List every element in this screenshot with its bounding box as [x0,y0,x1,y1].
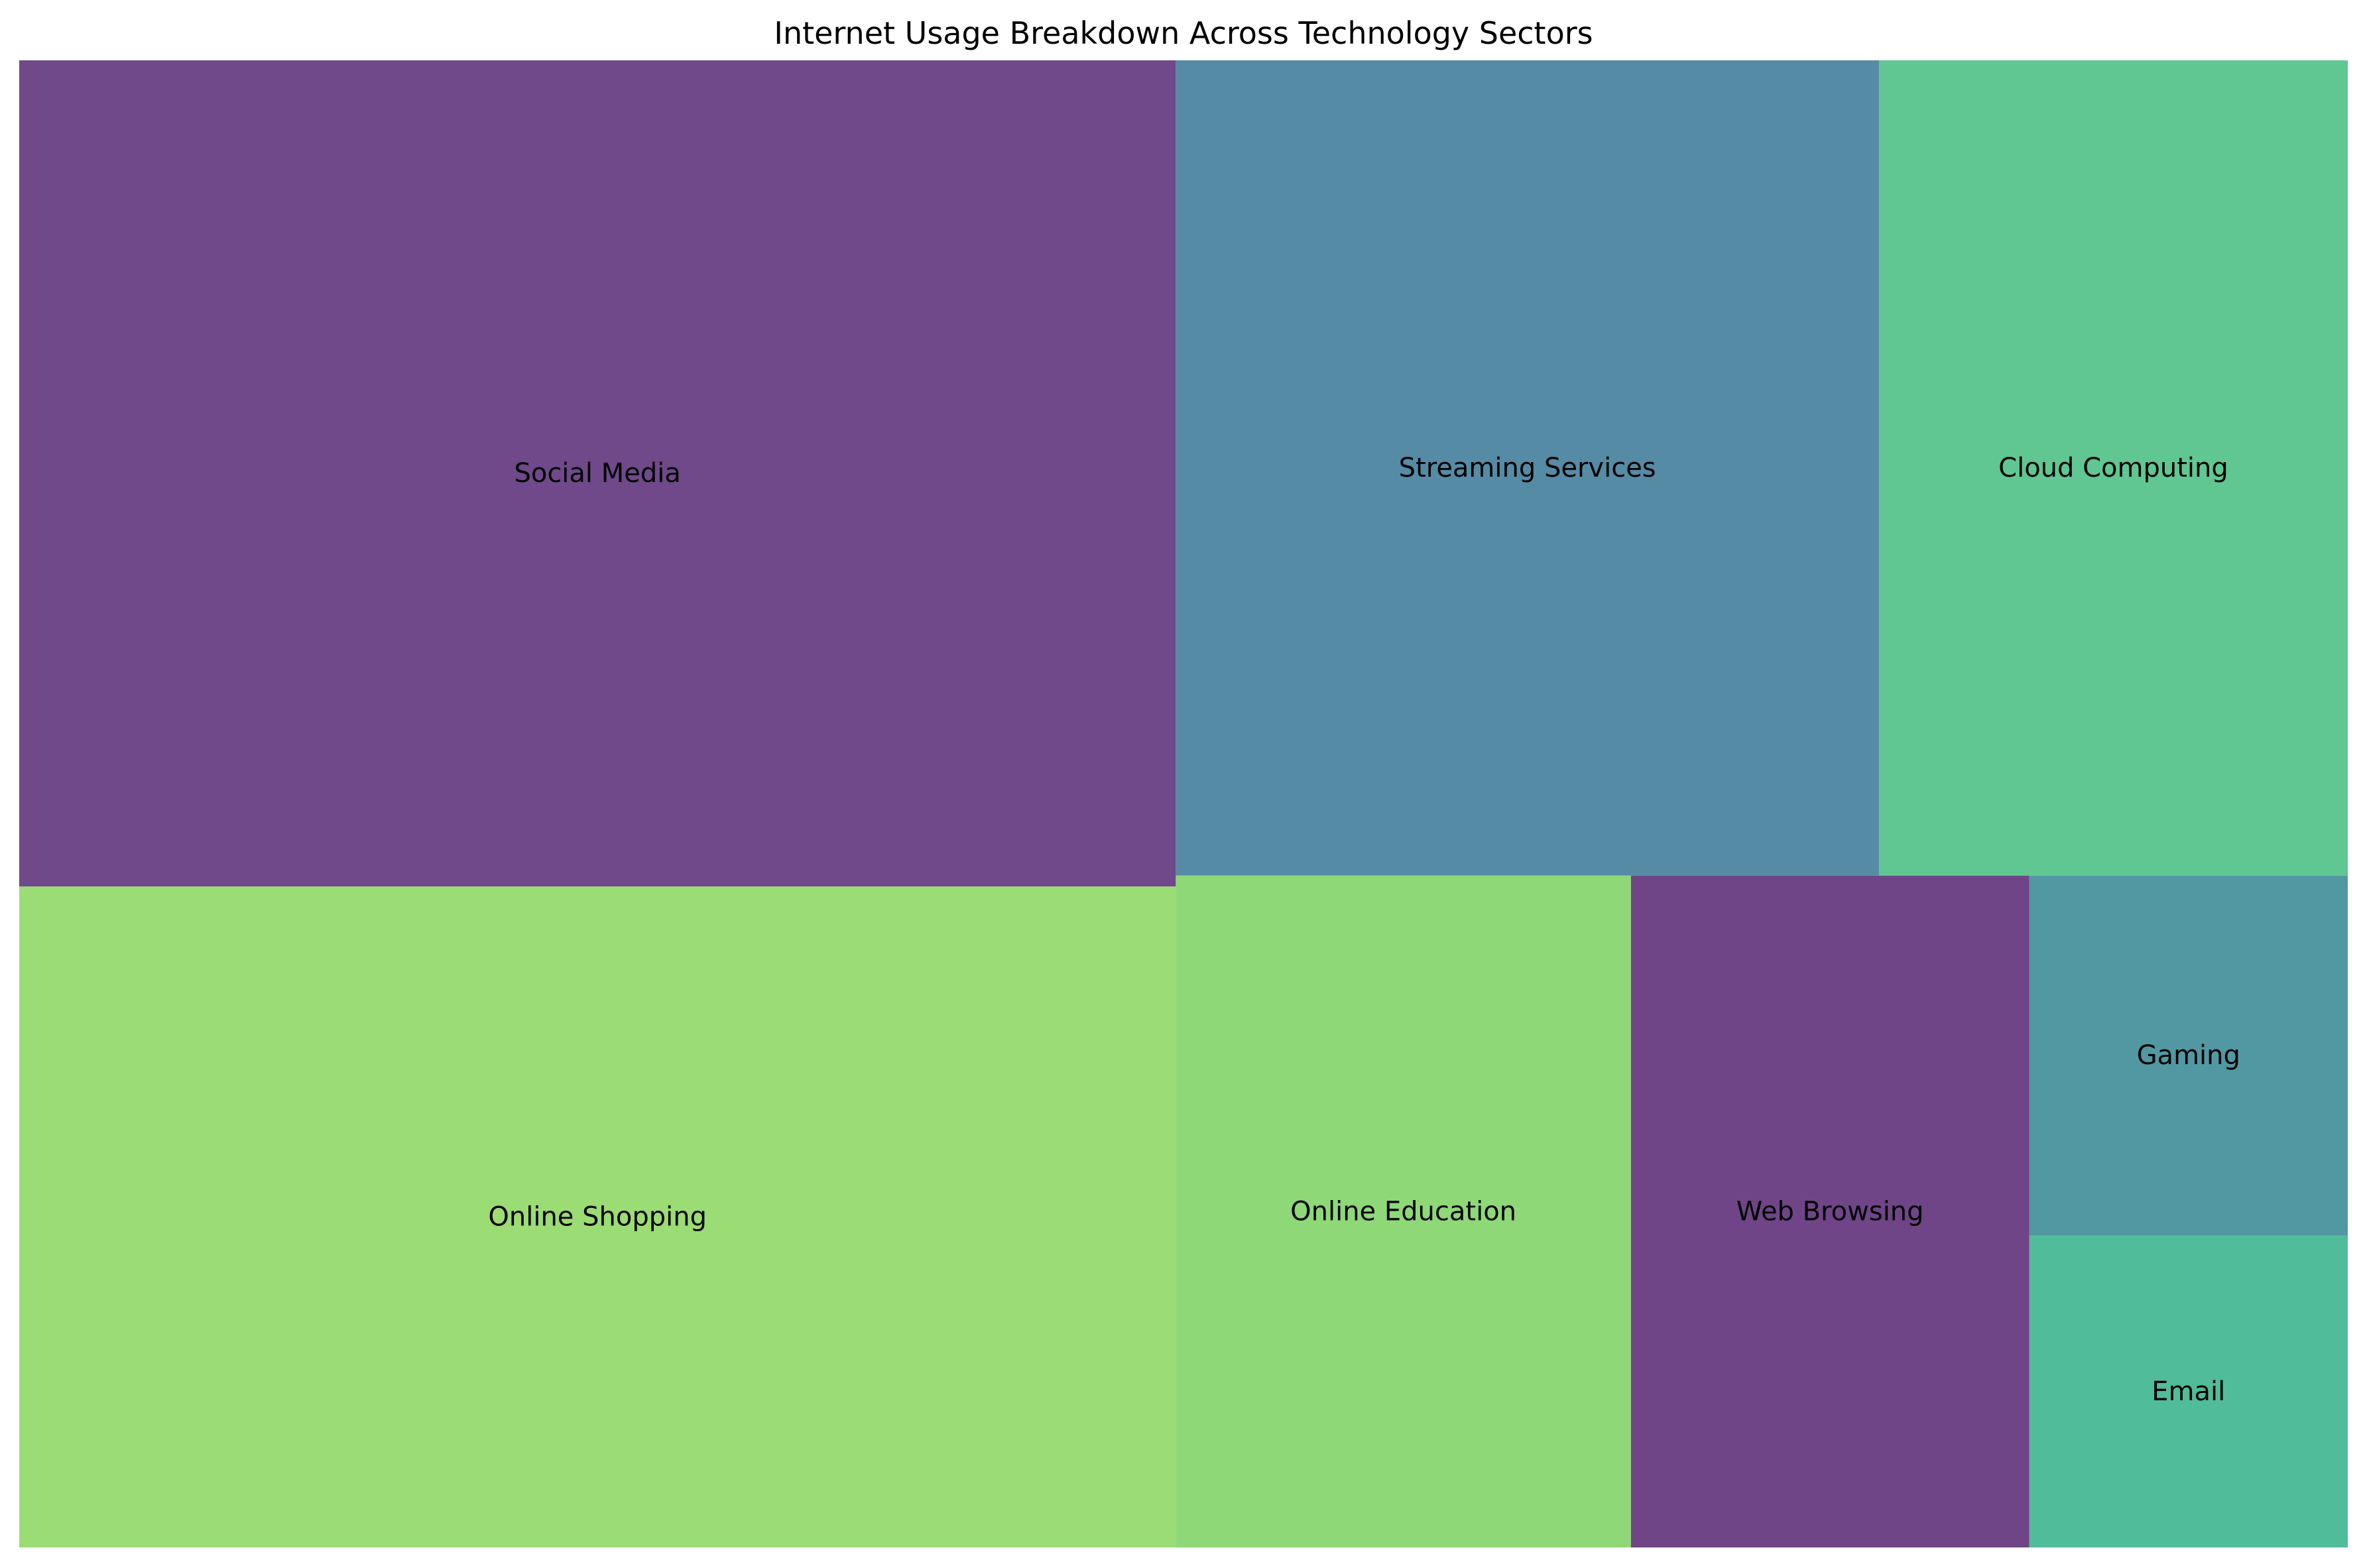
tile-email [2029,1235,2348,1547]
tile-label-web-browsing: Web Browsing [1736,1196,1924,1227]
tile-label-email: Email [2152,1376,2225,1407]
tile-streaming-services [1176,60,1879,876]
tile-social-media [19,60,1176,887]
tile-gaming [2029,875,2348,1236]
tile-label-online-shopping: Online Shopping [488,1202,707,1233]
tile-label-gaming: Gaming [2137,1040,2240,1071]
tile-label-streaming-services: Streaming Services [1399,453,1656,483]
tile-cloud-computing [1878,60,2348,876]
tile-online-shopping [19,886,1176,1547]
tile-online-education [1176,875,1631,1547]
tile-label-online-education: Online Education [1290,1196,1516,1227]
tile-label-social-media: Social Media [514,458,680,489]
tile-label-cloud-computing: Cloud Computing [1998,453,2228,483]
chart-title: Internet Usage Breakdown Across Technolo… [774,15,1593,51]
tile-web-browsing [1630,875,2030,1547]
treemap-tiles: Social Media Online Shopping Streaming Ser… [19,60,2348,1547]
